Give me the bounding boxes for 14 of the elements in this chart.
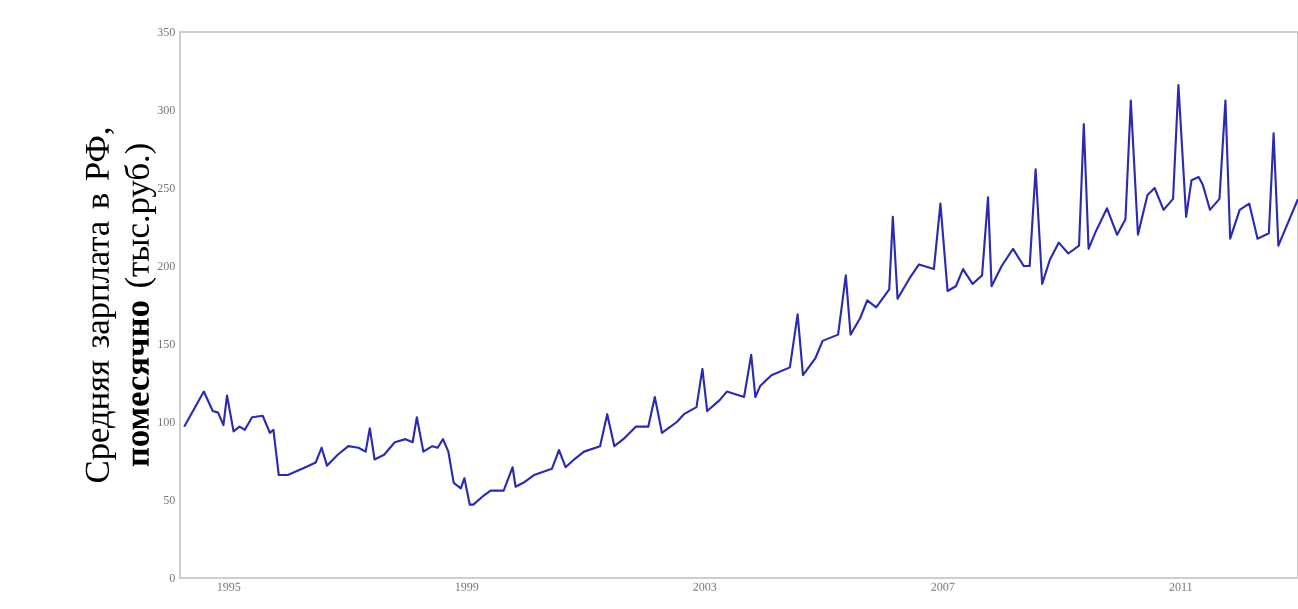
y-tick-label: 200 bbox=[157, 261, 175, 271]
x-tick-label: 2011 bbox=[1169, 582, 1192, 591]
x-tick-label: 2003 bbox=[693, 582, 717, 591]
x-tick-label: 1995 bbox=[217, 582, 241, 591]
y-tick-label: 100 bbox=[158, 417, 175, 427]
y-tick-label: 250 bbox=[157, 183, 175, 193]
y-tick-label: 350 bbox=[157, 27, 175, 37]
x-tick-label: 2007 bbox=[931, 582, 955, 591]
y-tick-label: 150 bbox=[158, 339, 175, 349]
y-tick-label: 50 bbox=[163, 495, 175, 505]
y-tick-label: 300 bbox=[157, 105, 175, 115]
line-series bbox=[183, 83, 1298, 506]
y-tick-label: 0 bbox=[169, 573, 175, 583]
x-tick-label: 1999 bbox=[455, 582, 479, 591]
